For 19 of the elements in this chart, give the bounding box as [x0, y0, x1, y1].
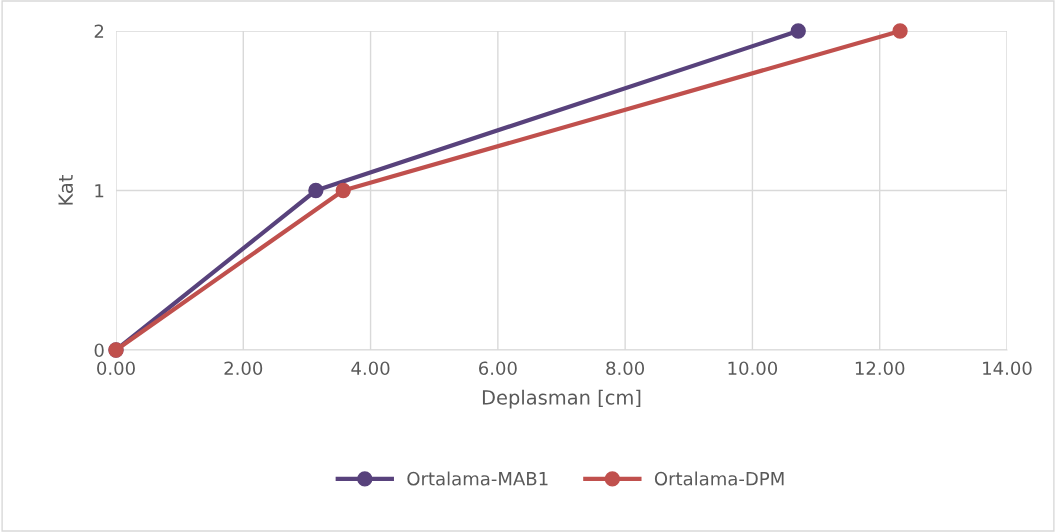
x-axis-title: Deplasman [cm] — [482, 389, 641, 409]
legend-label: Ortalama-MAB1 — [407, 471, 548, 486]
x-tick-label: 0.00 — [97, 361, 135, 376]
y-tick-label: 2 — [94, 24, 104, 38]
x-tick-label: 8.00 — [606, 361, 645, 376]
y-tick-label: 0 — [94, 343, 104, 358]
x-tick-label: 12.00 — [855, 361, 905, 376]
x-tick-label: 14.00 — [983, 361, 1032, 376]
point — [308, 182, 324, 199]
y-axis-title: Kat — [58, 174, 73, 205]
x-tick-label: 6.00 — [479, 361, 517, 376]
y-tick-label: 1 — [95, 184, 104, 198]
x-tick-label: 10.00 — [728, 361, 778, 376]
x-tick-label: 2.00 — [224, 361, 263, 376]
legend-label: Ortalama-DPM — [654, 471, 784, 486]
point — [892, 23, 908, 39]
x-tick-label: 4.00 — [351, 361, 390, 376]
point — [335, 182, 351, 199]
point — [790, 23, 806, 39]
